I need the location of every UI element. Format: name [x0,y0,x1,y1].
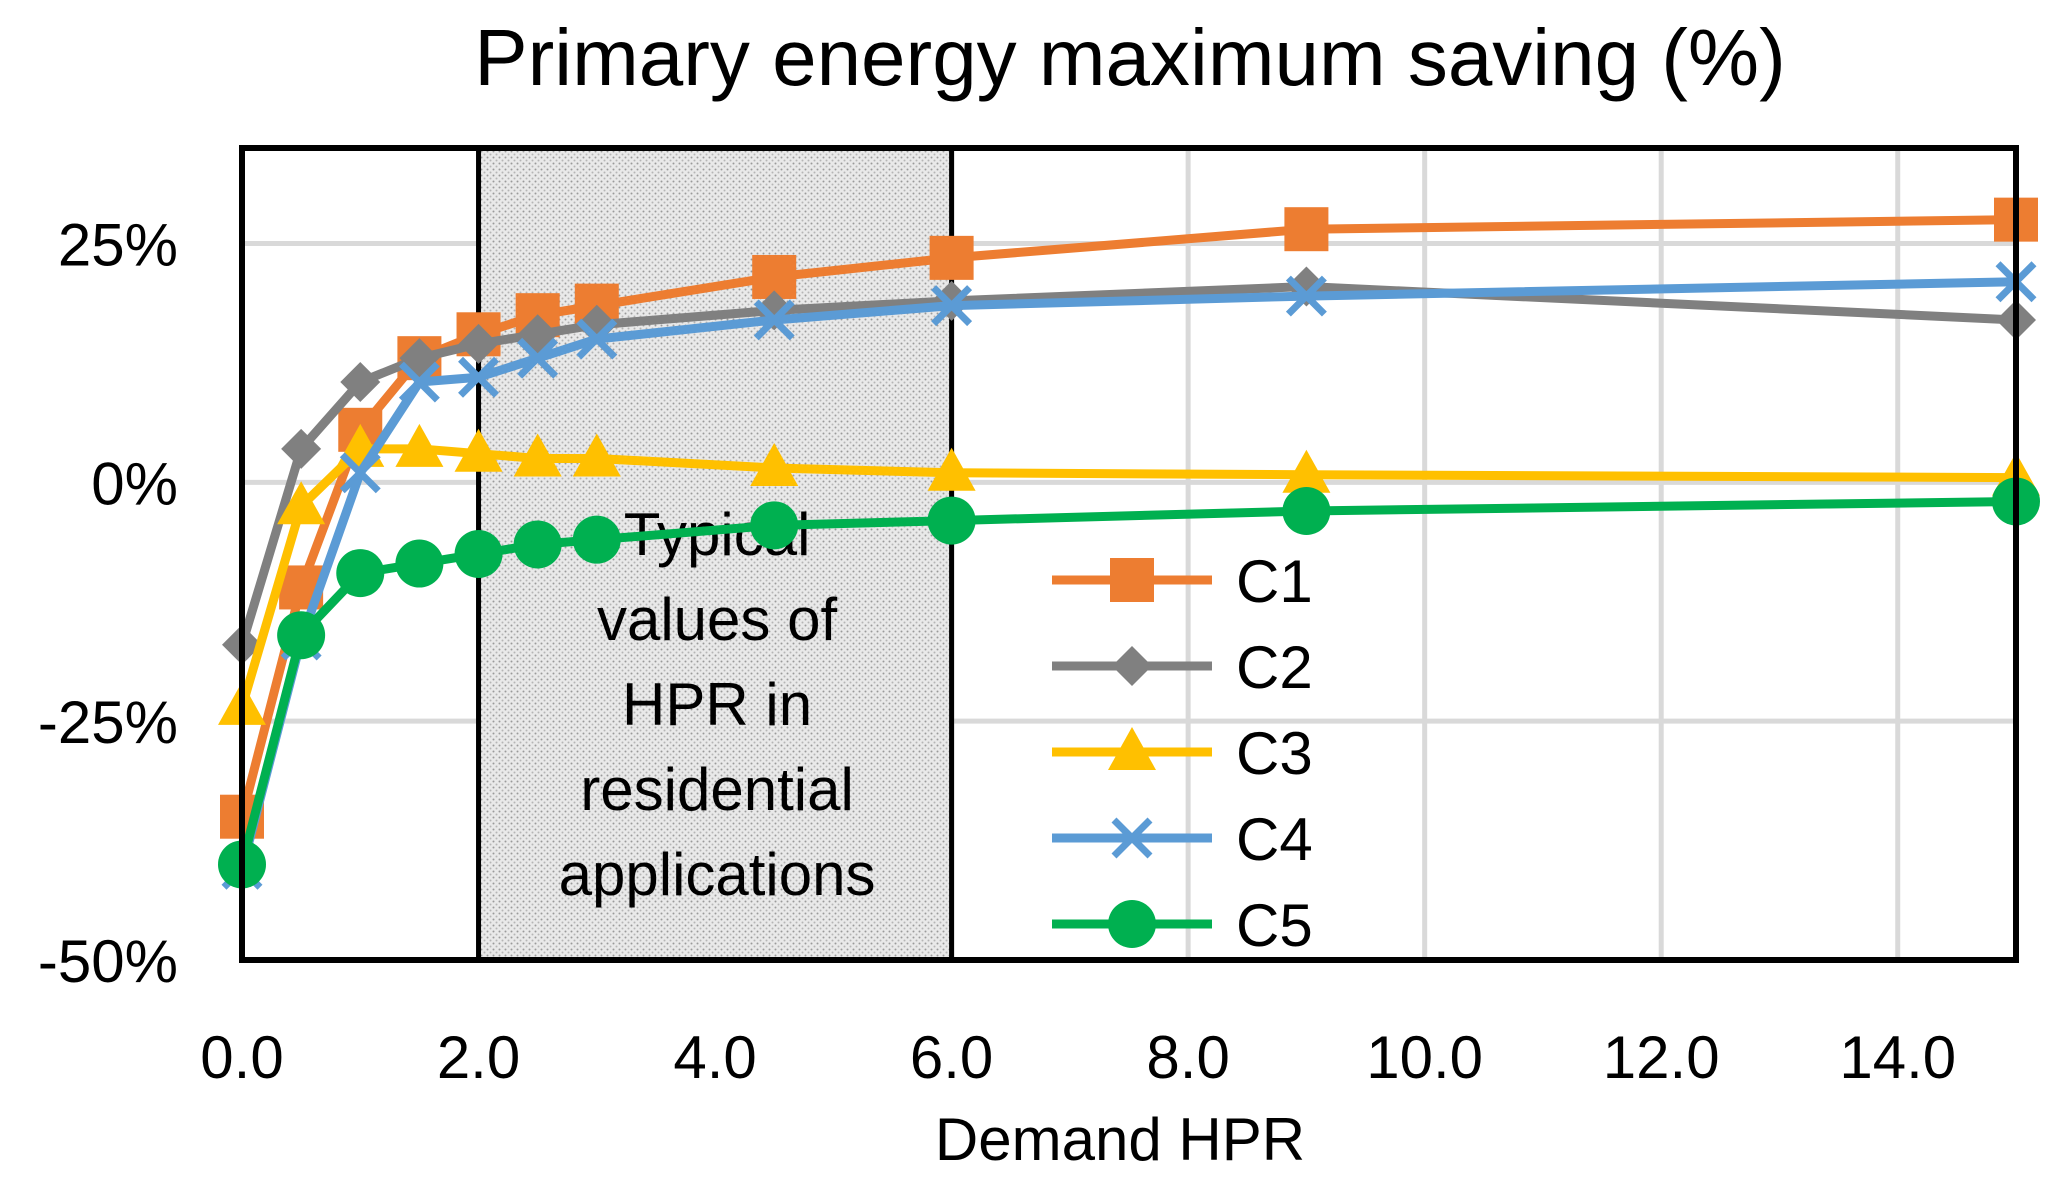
data-point-c3 [277,481,326,525]
legend-item-c1: C1 [1052,548,1313,615]
x-tick-label: 2.0 [437,1024,520,1091]
data-point-c4 [931,285,973,327]
data-point-c3 [750,443,799,487]
data-point-c2 [458,323,499,364]
highlight-region-label-line: values of [597,586,837,653]
data-point-c3 [395,423,444,467]
x-tick-label: 14.0 [1839,1024,1956,1091]
data-point-c5 [336,549,385,598]
legend-item-c4: C4 [1052,806,1313,873]
y-tick-label: -25% [38,689,178,756]
x-tick-label: 8.0 [1146,1024,1229,1091]
legend-label: C2 [1236,634,1313,701]
legend-marker-circle [1108,900,1156,948]
y-tick-label: -50% [38,928,178,995]
data-point-c4 [339,452,381,494]
plot-frame [239,145,2019,963]
data-point-c5 [513,520,562,569]
data-point-c4 [398,361,440,403]
data-point-c3 [513,433,562,477]
legend-label: C5 [1236,892,1313,959]
chart-title: Primary energy maximum saving (%) [474,13,1785,102]
legend-item-c5: C5 [1052,892,1313,959]
legend-label: C4 [1236,806,1313,873]
data-point-c3 [454,428,503,472]
x-tick-label: 6.0 [910,1024,993,1091]
data-point-c5 [572,515,621,564]
axis-ticks: 0.0 2.0 4.0 6.0 8.0 10.0 12.0 14.0 25% 0% -25% -50% [38,212,1956,1091]
x-tick-label: 0.0 [200,1024,283,1091]
data-point-c2 [281,428,322,469]
legend-marker-triangle [1108,727,1156,770]
data-point-c2 [340,362,381,403]
data-point-c5 [927,496,976,545]
y-tick-label: 25% [58,212,178,279]
x-tick-label: 4.0 [673,1024,756,1091]
legend-marker-diamond [1112,646,1152,686]
plot-area-border [239,145,2019,963]
data-point-c4 [753,299,795,341]
legend-marker-square [1110,558,1154,602]
data-point-c4 [576,318,618,360]
data-point-c5 [395,539,444,588]
data-point-c3 [572,433,621,477]
data-point-c3 [1282,449,1331,493]
legend-label: C3 [1236,720,1313,787]
data-point-c3 [927,447,976,491]
highlight-region-label-line: HPR in [622,671,812,738]
data-point-c5 [1282,487,1331,536]
legend-item-c3: C3 [1052,720,1313,787]
data-point-c5 [750,501,799,550]
legend-label: C1 [1236,548,1313,615]
data-point-c1 [929,235,974,280]
legend: C1 C2 C3 C4 C5 [1052,548,1313,959]
data-point-c4 [458,356,500,398]
x-axis-label: Demand HPR [935,1106,1305,1173]
x-tick-label: 10.0 [1366,1024,1483,1091]
legend-item-c2: C2 [1052,634,1313,701]
highlight-region-label-line: residential [580,756,854,823]
y-tick-label: 0% [91,450,178,517]
data-point-c4 [517,337,559,379]
highlight-region-label-line: applications [559,841,876,908]
data-point-c1 [1284,207,1329,252]
data-point-c5 [277,611,326,660]
legend-marker-x [1111,817,1153,859]
data-point-c5 [454,530,503,578]
x-tick-label: 12.0 [1603,1024,1720,1091]
data-point-c4 [1285,275,1327,317]
